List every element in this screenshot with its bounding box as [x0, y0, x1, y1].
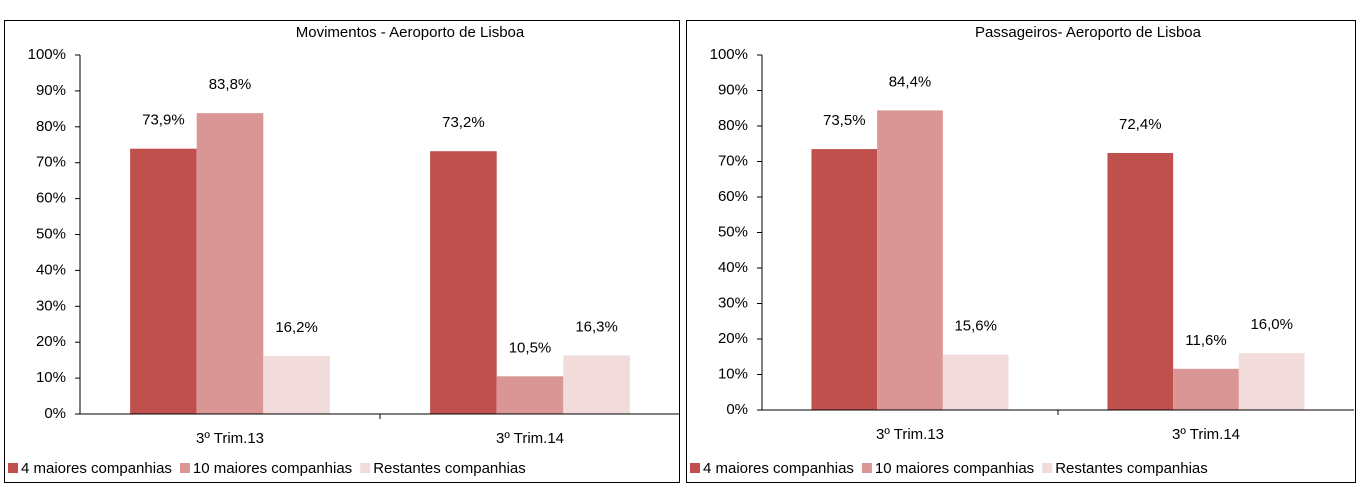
legend-label: Restantes companhias	[373, 460, 526, 477]
legend-label: 4 maiores companhias	[703, 460, 854, 477]
y-tick-label: 70%	[718, 152, 748, 169]
y-tick-label: 0%	[44, 405, 66, 422]
legend-label: 4 maiores companhias	[21, 460, 172, 477]
bar	[130, 148, 197, 414]
y-tick-label: 60%	[36, 190, 66, 207]
data-label: 73,5%	[823, 112, 866, 129]
legend-label: 10 maiores companhias	[875, 460, 1034, 477]
y-tick-label: 10%	[36, 369, 66, 386]
legend-swatch	[861, 463, 872, 473]
y-tick-label: 90%	[718, 81, 748, 98]
legend-swatch	[360, 463, 371, 473]
y-tick-label: 50%	[36, 225, 66, 242]
bar	[942, 354, 1009, 410]
data-label: 16,0%	[1250, 316, 1293, 333]
bar	[877, 110, 943, 410]
data-label: 83,8%	[209, 76, 252, 93]
bar	[1238, 353, 1305, 410]
x-tick-label: 3º Trim.13	[876, 426, 944, 443]
y-tick-label: 0%	[726, 401, 748, 418]
data-label: 15,6%	[954, 318, 997, 335]
y-tick-label: 20%	[36, 333, 66, 350]
data-label: 73,2%	[442, 114, 485, 131]
y-tick-label: 50%	[718, 223, 748, 240]
bar	[496, 376, 564, 414]
bar	[563, 355, 630, 414]
data-label: 84,4%	[889, 73, 932, 90]
x-tick-label: 3º Trim.14	[496, 430, 564, 447]
legend-swatch	[179, 463, 190, 473]
y-tick-label: 70%	[36, 154, 66, 171]
x-tick-label: 3º Trim.13	[196, 430, 264, 447]
y-tick-label: 20%	[718, 330, 748, 347]
y-tick-label: 90%	[36, 82, 66, 99]
legend-label: Restantes companhias	[1055, 460, 1208, 477]
y-tick-label: 80%	[36, 118, 66, 135]
chart-title: Passageiros- Aeroporto de Lisboa	[975, 24, 1202, 41]
y-tick-label: 100%	[28, 46, 66, 63]
legend-swatch	[8, 463, 18, 473]
data-label: 11,6%	[1185, 332, 1226, 349]
legend-label: 10 maiores companhias	[193, 460, 352, 477]
bar	[430, 151, 497, 414]
chart-title: Movimentos - Aeroporto de Lisboa	[296, 24, 525, 41]
data-label: 72,4%	[1119, 116, 1162, 133]
bar	[811, 149, 878, 410]
bar	[263, 355, 330, 414]
y-tick-label: 40%	[36, 261, 66, 278]
chart-frame	[686, 20, 1356, 483]
bar	[1107, 152, 1174, 411]
y-tick-label: 60%	[718, 188, 748, 205]
data-label: 10,5%	[509, 339, 552, 356]
data-label: 16,2%	[275, 319, 318, 336]
x-tick-label: 3º Trim.14	[1172, 426, 1240, 443]
chart-frame	[4, 20, 680, 483]
data-label: 16,3%	[575, 318, 618, 335]
bar	[1173, 368, 1239, 410]
y-tick-label: 30%	[36, 297, 66, 314]
legend-swatch	[690, 463, 700, 473]
y-tick-label: 100%	[710, 46, 748, 63]
data-label: 73,9%	[142, 112, 185, 129]
y-tick-label: 80%	[718, 117, 748, 134]
y-tick-label: 40%	[718, 259, 748, 276]
y-tick-label: 10%	[718, 365, 748, 382]
bar	[196, 113, 264, 415]
legend-swatch	[1042, 463, 1053, 473]
y-tick-label: 30%	[718, 294, 748, 311]
